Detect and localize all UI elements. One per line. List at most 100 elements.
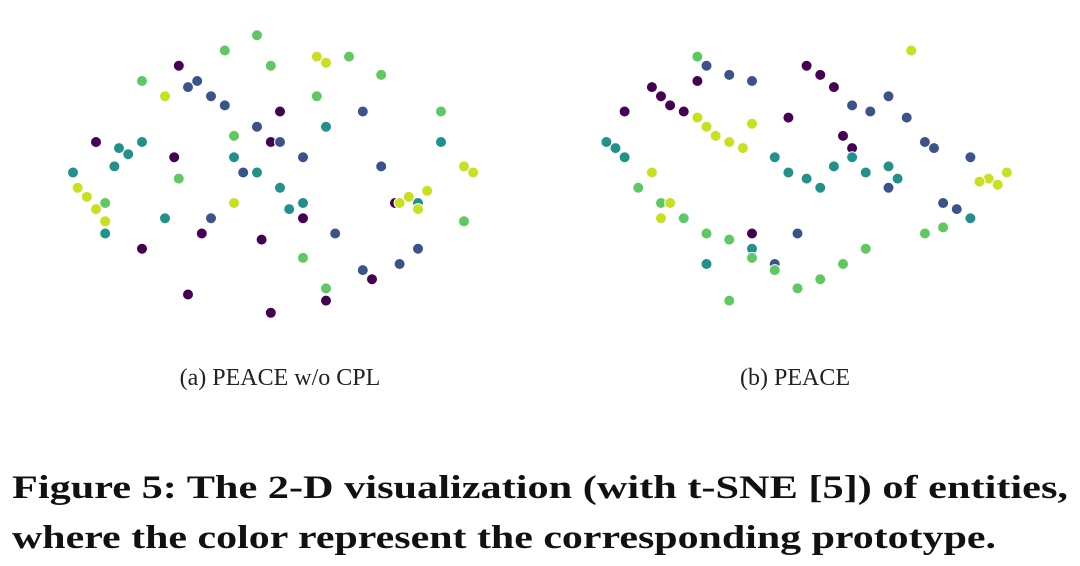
point	[768, 151, 781, 164]
point	[375, 160, 388, 173]
point	[645, 166, 658, 179]
point	[655, 212, 667, 225]
point	[677, 212, 690, 225]
point	[274, 136, 286, 148]
point	[251, 120, 263, 133]
point	[67, 166, 79, 179]
point	[723, 68, 736, 81]
point	[700, 59, 713, 72]
point	[791, 282, 804, 295]
point	[274, 105, 286, 118]
point	[632, 181, 645, 194]
point	[882, 181, 895, 194]
point	[320, 294, 332, 307]
point	[905, 44, 918, 57]
point	[964, 151, 977, 164]
point	[837, 129, 849, 142]
point	[136, 242, 148, 255]
point	[310, 50, 323, 63]
point	[467, 166, 480, 179]
point	[723, 136, 736, 148]
point	[846, 151, 859, 164]
point	[814, 181, 827, 194]
point	[356, 264, 369, 277]
point	[356, 105, 369, 118]
point	[159, 90, 171, 103]
point	[182, 288, 194, 301]
point	[310, 90, 323, 103]
point	[458, 215, 470, 228]
point	[609, 142, 622, 155]
point	[297, 251, 309, 264]
point	[859, 242, 872, 255]
point	[264, 59, 277, 72]
point	[827, 160, 840, 173]
point	[251, 166, 263, 179]
point	[837, 258, 849, 270]
point	[746, 117, 758, 130]
point	[882, 160, 895, 173]
point	[366, 273, 378, 286]
point	[218, 99, 231, 112]
point	[950, 203, 963, 216]
point	[746, 251, 758, 264]
point	[122, 148, 135, 161]
point	[412, 242, 424, 255]
point	[136, 75, 148, 87]
point	[918, 136, 931, 148]
point	[375, 68, 388, 81]
point	[343, 50, 355, 63]
point	[864, 105, 877, 118]
point	[746, 227, 758, 240]
point	[768, 264, 781, 277]
point	[937, 197, 950, 209]
point	[421, 184, 434, 197]
point	[320, 120, 332, 133]
point	[700, 258, 713, 270]
point	[723, 294, 736, 307]
point	[159, 212, 171, 225]
point	[297, 197, 309, 209]
point	[600, 136, 613, 148]
point	[195, 227, 208, 240]
point	[136, 136, 148, 148]
point	[251, 29, 263, 42]
point	[435, 136, 447, 148]
point	[255, 233, 268, 246]
point	[99, 227, 112, 240]
point	[99, 197, 112, 209]
point	[709, 129, 722, 142]
point	[297, 212, 309, 225]
point	[991, 178, 1004, 191]
point	[228, 197, 240, 209]
point	[800, 172, 813, 185]
point	[205, 212, 217, 225]
point	[90, 203, 102, 216]
point	[283, 203, 296, 216]
point	[928, 142, 940, 155]
point	[900, 111, 913, 124]
point	[700, 120, 713, 133]
point	[618, 151, 631, 164]
point	[297, 151, 309, 164]
subcaption: (b) PEACE	[740, 365, 850, 391]
point	[814, 273, 827, 286]
point	[859, 166, 872, 179]
point	[664, 197, 677, 209]
point	[237, 166, 250, 179]
caption-line: Figure 5: The 2-D visualization (with t-…	[12, 470, 1068, 506]
point	[964, 212, 977, 225]
point	[814, 68, 827, 81]
point	[172, 172, 185, 185]
point	[827, 81, 840, 94]
point	[891, 172, 904, 185]
point	[746, 75, 758, 87]
point	[113, 142, 125, 155]
point	[320, 56, 332, 69]
point	[664, 99, 677, 112]
point	[655, 90, 667, 103]
point	[99, 215, 112, 228]
point	[80, 190, 93, 203]
point	[937, 221, 950, 234]
